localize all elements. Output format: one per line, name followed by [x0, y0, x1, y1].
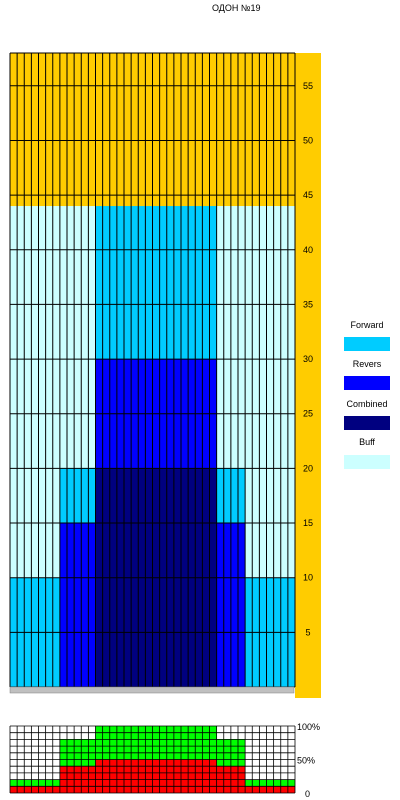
- red-bar: [195, 759, 203, 793]
- red-bar: [159, 759, 167, 793]
- segment-forward-4: [95, 206, 217, 360]
- segment-revers-0: [59, 523, 96, 687]
- red-bar: [209, 759, 217, 793]
- red-bar: [95, 759, 103, 793]
- segment-buff-3: [245, 206, 295, 578]
- red-bar: [145, 759, 153, 793]
- red-bar: [152, 759, 160, 793]
- legend-swatch-revers: [344, 376, 390, 390]
- y-tick-label: 15: [303, 518, 313, 528]
- red-bar: [173, 759, 181, 793]
- yellow-side-strip: [295, 53, 321, 698]
- legend-label-combined: Combined: [346, 399, 388, 409]
- bottom-tick-label: 50%: [297, 756, 315, 766]
- legend-swatch-combined: [344, 416, 390, 430]
- y-tick-label: 40: [303, 245, 313, 255]
- legend-label-revers: Revers: [352, 359, 382, 369]
- red-bar: [102, 759, 110, 793]
- red-bar: [124, 759, 132, 793]
- red-bar: [188, 759, 196, 793]
- page-title: ОДОН №19: [212, 3, 261, 13]
- red-bar: [252, 786, 260, 793]
- red-bar: [280, 786, 288, 793]
- bottom-tick-label: 0: [305, 789, 310, 799]
- segment-buff-0: [10, 206, 60, 578]
- y-tick-label: 35: [303, 299, 313, 309]
- red-bar: [31, 786, 39, 793]
- red-bar: [287, 786, 295, 793]
- red-bar: [10, 786, 18, 793]
- y-tick-label: 45: [303, 190, 313, 200]
- segment-buff-1: [59, 206, 96, 469]
- base-bar: [9, 686, 295, 694]
- y-tick-label: 5: [305, 627, 310, 637]
- red-bar: [116, 759, 124, 793]
- legend-label-forward: Forward: [350, 320, 384, 330]
- red-bar: [166, 759, 174, 793]
- segment-forward-2: [59, 468, 96, 524]
- red-bar: [24, 786, 32, 793]
- red-bar: [273, 786, 281, 793]
- y-tick-label: 30: [303, 354, 313, 364]
- y-tick-label: 20: [303, 463, 313, 473]
- red-bar: [131, 759, 139, 793]
- red-bar: [181, 759, 189, 793]
- y-tick-label: 10: [303, 573, 313, 583]
- red-bar: [202, 759, 210, 793]
- red-bar: [138, 759, 146, 793]
- y-tick-label: 55: [303, 81, 313, 91]
- red-bar: [45, 786, 53, 793]
- y-tick-label: 25: [303, 409, 313, 419]
- red-bar: [17, 786, 25, 793]
- red-bar: [109, 759, 117, 793]
- bottom-tick-label: 100%: [297, 722, 320, 732]
- legend-label-buff: Buff: [359, 437, 375, 447]
- red-bar: [38, 786, 46, 793]
- red-bar: [266, 786, 274, 793]
- red-bar: [245, 786, 253, 793]
- red-bar: [52, 786, 60, 793]
- y-tick-label: 50: [303, 135, 313, 145]
- red-bar: [259, 786, 267, 793]
- legend-swatch-forward: [344, 337, 390, 351]
- legend-swatch-buff: [344, 455, 390, 469]
